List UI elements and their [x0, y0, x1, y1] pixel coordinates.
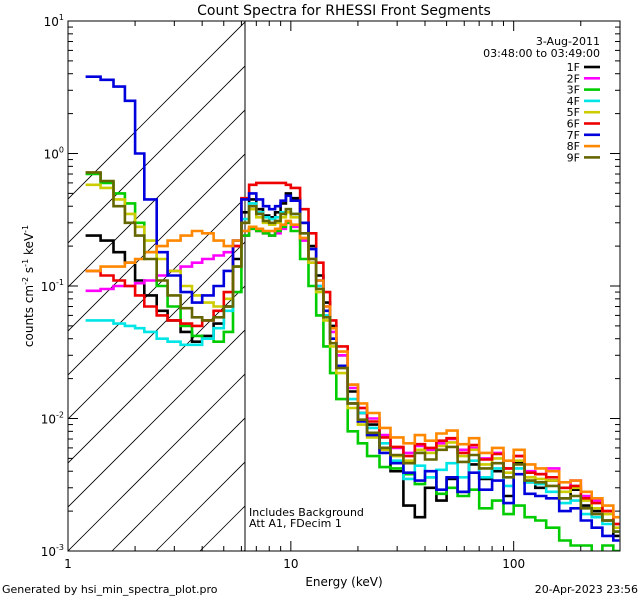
y-tick-label: 10-3: [41, 543, 64, 559]
chart-title: Count Spectra for RHESSI Front Segments: [197, 3, 491, 19]
time-range-label: 03:48:00 to 03:49:00: [483, 47, 600, 60]
hatch-line: [68, 241, 245, 420]
x-tick-label: 10: [283, 557, 298, 571]
series-line-8F: [85, 219, 620, 519]
legend-label-5F: 5F: [567, 106, 580, 119]
legend-label-7F: 7F: [567, 129, 580, 142]
hatch-line: [111, 417, 245, 551]
legend-label-6F: 6F: [567, 118, 580, 131]
series-line-5F: [85, 183, 620, 529]
background-note: Includes Background: [249, 506, 364, 519]
series-line-9F: [85, 171, 620, 533]
x-axis-label: Energy (keV): [305, 575, 382, 589]
y-axis-label: counts cm-2 s-1 keV-1: [21, 225, 36, 347]
legend-label-1F: 1F: [567, 61, 580, 74]
series-line-6F: [85, 181, 620, 526]
x-tick-label: 100: [502, 557, 525, 571]
y-tick-label: 10-2: [41, 411, 64, 427]
generated-by-footer: Generated by hsi_min_spectra_plot.pro: [2, 583, 218, 596]
series-line-7F: [85, 75, 620, 542]
hatch-line: [68, 65, 245, 244]
hatch-line: [68, 329, 245, 508]
y-tick-label: 100: [44, 146, 64, 162]
legend-label-3F: 3F: [567, 84, 580, 97]
y-tick-label: 10-1: [41, 278, 64, 294]
attenuator-note: Att A1, FDecim 1: [249, 517, 342, 530]
legend-label-9F: 9F: [567, 151, 580, 164]
hatch-line: [68, 21, 245, 200]
date-label: 3-Aug-2011: [536, 35, 600, 48]
timestamp-footer: 20-Apr-2023 23:56: [534, 583, 638, 596]
hatch-line: [243, 549, 245, 551]
hatch-line: [155, 461, 245, 551]
legend-label-8F: 8F: [567, 140, 580, 153]
legend-label-2F: 2F: [567, 72, 580, 85]
y-tick-label: 101: [44, 13, 64, 29]
x-tick-label: 1: [64, 557, 72, 571]
plot-frame: [67, 20, 621, 552]
legend-label-4F: 4F: [567, 95, 580, 108]
hatch-line: [68, 373, 245, 551]
